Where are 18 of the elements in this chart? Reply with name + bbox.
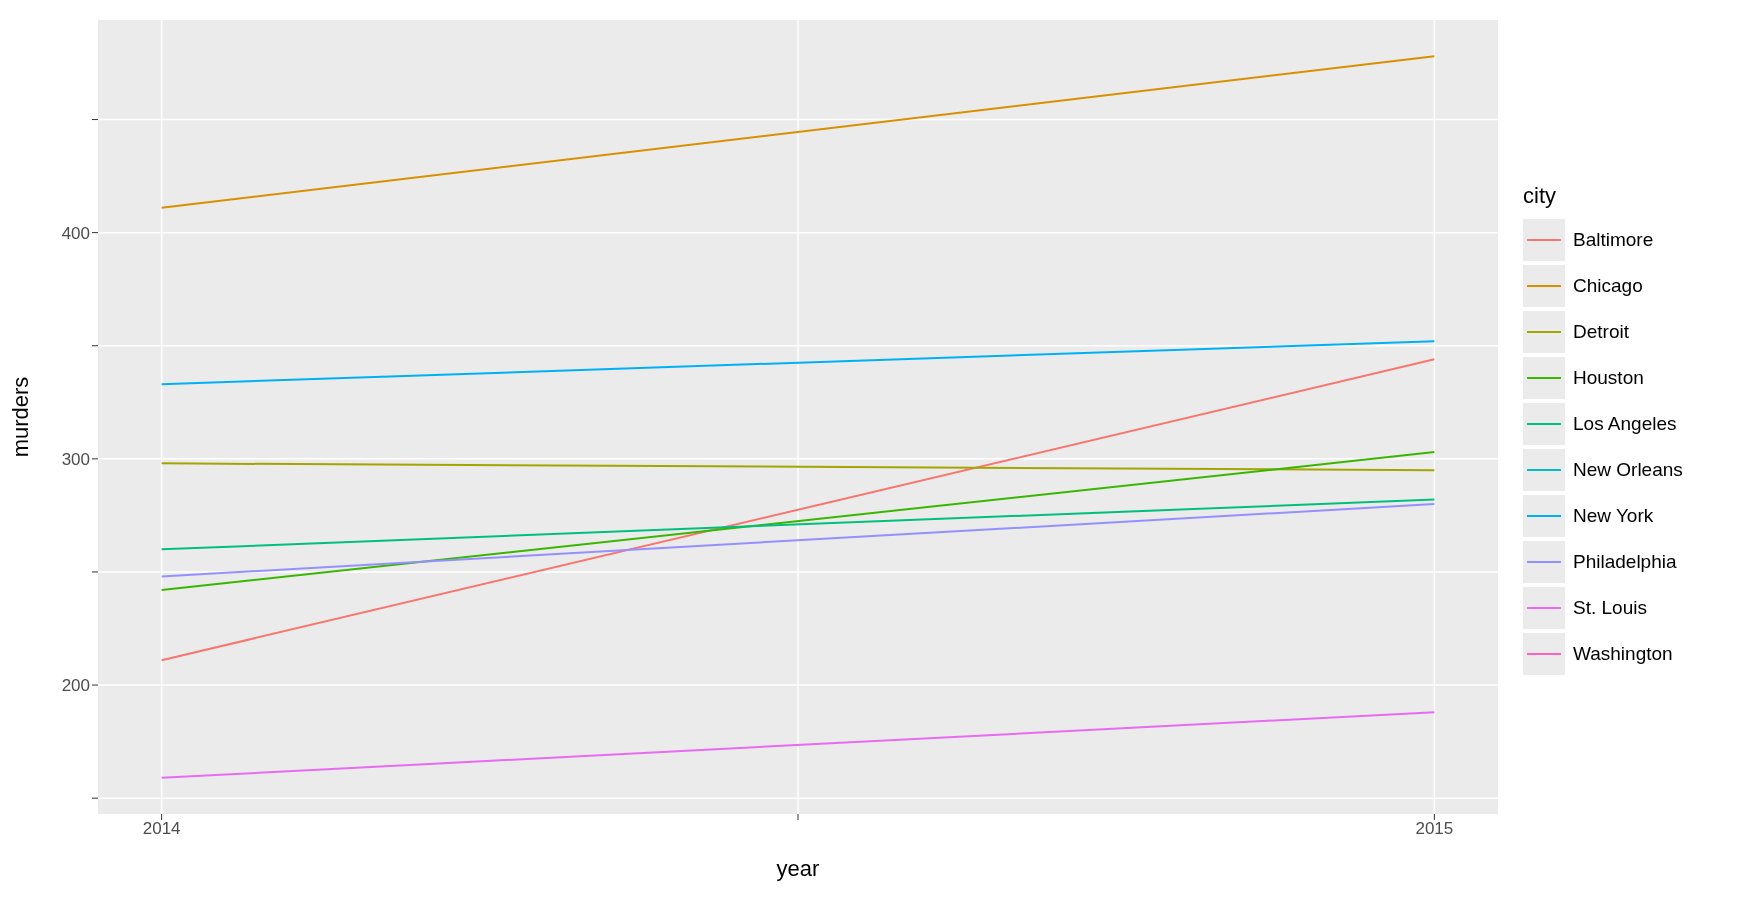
y-axis-title: murders — [7, 376, 33, 458]
legend-label: Los Angeles — [1573, 413, 1677, 435]
legend-label: Chicago — [1573, 275, 1643, 297]
legend-label: Washington — [1573, 643, 1673, 665]
legend-label: New Orleans — [1573, 459, 1683, 481]
y-tick-label: 200 — [61, 676, 90, 696]
x-tick-label: 2014 — [142, 819, 181, 839]
legend-label: Detroit — [1573, 321, 1629, 343]
legend-label: Baltimore — [1573, 229, 1654, 251]
y-tick-label: 300 — [61, 449, 90, 469]
legend-title: city — [1523, 183, 1557, 209]
x-axis-title: year — [776, 856, 820, 881]
x-tick-label: 2015 — [1415, 819, 1454, 839]
legend-label: St. Louis — [1573, 597, 1647, 619]
y-tick-label: 400 — [61, 223, 90, 243]
legend-label: New York — [1573, 505, 1654, 527]
legend-label: Houston — [1573, 367, 1644, 389]
legend-label: Philadelphia — [1573, 551, 1677, 573]
